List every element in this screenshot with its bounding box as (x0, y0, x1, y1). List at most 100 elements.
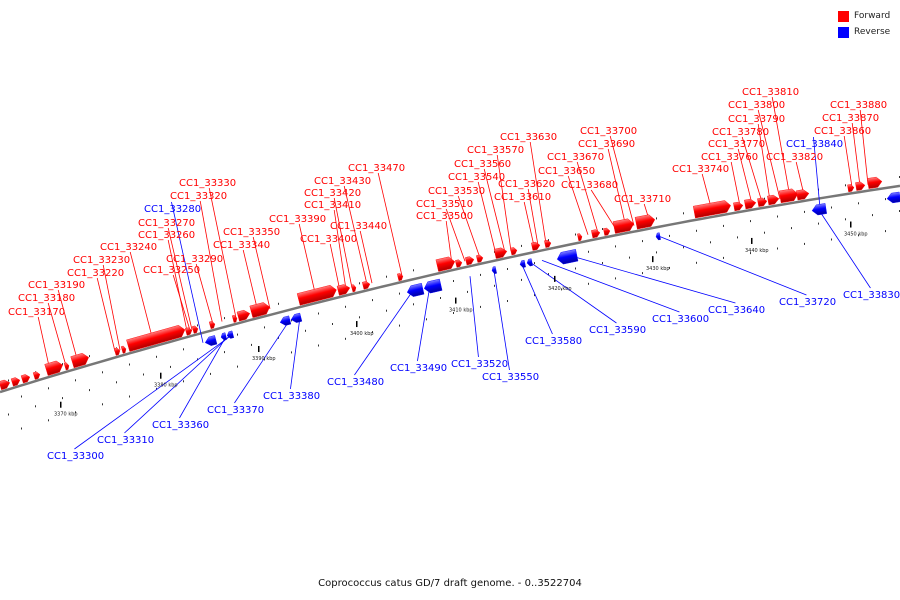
gene-label[interactable]: CC1_33290 (166, 254, 223, 265)
reverse-gene-arrow[interactable] (423, 278, 443, 294)
forward-gene-arrow[interactable] (336, 283, 351, 296)
forward-gene-arrow[interactable] (120, 345, 127, 354)
gene-label[interactable]: CC1_33860 (814, 126, 871, 137)
gene-label[interactable]: CC1_33540 (448, 172, 505, 183)
gene-label[interactable]: CC1_33830 (843, 290, 900, 301)
gene-label[interactable]: CC1_33570 (467, 145, 524, 156)
gene-label[interactable]: CC1_33510 (416, 199, 473, 210)
gene-label[interactable]: CC1_33820 (766, 152, 823, 163)
forward-gene-arrow[interactable] (778, 188, 799, 204)
forward-gene-arrow[interactable] (296, 284, 338, 306)
forward-gene-arrow[interactable] (113, 347, 121, 356)
gene-label[interactable]: CC1_33280 (144, 204, 201, 215)
forward-gene-arrow[interactable] (612, 218, 635, 234)
gene-label[interactable]: CC1_33250 (143, 265, 200, 276)
gene-label[interactable]: CC1_33640 (708, 305, 765, 316)
forward-gene-arrow[interactable] (63, 362, 70, 371)
forward-gene-arrow[interactable] (236, 309, 251, 322)
gene-label[interactable]: CC1_33220 (67, 268, 124, 279)
forward-gene-arrow[interactable] (476, 254, 484, 263)
gene-label[interactable]: CC1_33240 (100, 242, 157, 253)
reverse-gene-arrow[interactable] (519, 259, 526, 268)
gene-label[interactable]: CC1_33690 (578, 139, 635, 150)
gene-label[interactable]: CC1_33480 (327, 377, 384, 388)
forward-gene-arrow[interactable] (591, 229, 601, 239)
forward-gene-arrow[interactable] (744, 198, 757, 210)
forward-gene-arrow[interactable] (577, 233, 583, 242)
gene-label[interactable]: CC1_33550 (482, 372, 539, 383)
forward-gene-arrow[interactable] (435, 256, 456, 272)
gene-label[interactable]: CC1_33800 (728, 100, 785, 111)
forward-gene-arrow[interactable] (44, 359, 65, 376)
forward-gene-arrow[interactable] (867, 176, 883, 189)
gene-label[interactable]: CC1_33350 (223, 227, 280, 238)
gene-label[interactable]: CC1_33760 (701, 152, 758, 163)
forward-gene-arrow[interactable] (362, 281, 371, 290)
reverse-gene-arrow[interactable] (290, 312, 303, 324)
gene-label[interactable]: CC1_33310 (97, 435, 154, 446)
gene-label[interactable]: CC1_33340 (213, 240, 270, 251)
forward-gene-arrow[interactable] (249, 301, 271, 318)
gene-label[interactable]: CC1_33420 (304, 188, 361, 199)
forward-gene-arrow[interactable] (397, 273, 404, 282)
forward-gene-arrow[interactable] (733, 201, 744, 212)
gene-label[interactable]: CC1_33530 (428, 186, 485, 197)
gene-label[interactable]: CC1_33470 (348, 163, 405, 174)
forward-gene-arrow[interactable] (350, 284, 357, 293)
gene-label[interactable]: CC1_33590 (589, 325, 646, 336)
gene-label[interactable]: CC1_33840 (786, 139, 843, 150)
gene-label[interactable]: CC1_33650 (538, 166, 595, 177)
forward-gene-arrow[interactable] (767, 194, 780, 206)
gene-label[interactable]: CC1_33560 (454, 159, 511, 170)
forward-gene-arrow[interactable] (70, 352, 91, 369)
forward-gene-arrow[interactable] (510, 247, 518, 256)
gene-label[interactable]: CC1_33580 (525, 336, 582, 347)
gene-label[interactable]: CC1_33600 (652, 314, 709, 325)
gene-label[interactable]: CC1_33770 (708, 139, 765, 150)
gene-label[interactable]: CC1_33870 (822, 113, 879, 124)
gene-label[interactable]: CC1_33410 (304, 200, 361, 211)
gene-label[interactable]: CC1_33400 (300, 234, 357, 245)
gene-label[interactable]: CC1_33320 (170, 191, 227, 202)
gene-label[interactable]: CC1_33380 (263, 391, 320, 402)
forward-gene-arrow[interactable] (455, 259, 463, 268)
forward-gene-arrow[interactable] (32, 371, 41, 380)
reverse-gene-arrow[interactable] (655, 232, 661, 241)
reverse-gene-arrow[interactable] (886, 191, 900, 204)
gene-label[interactable]: CC1_33260 (138, 230, 195, 241)
gene-label[interactable]: CC1_33880 (830, 100, 887, 111)
gene-label[interactable]: CC1_33620 (498, 179, 555, 190)
forward-gene-arrow[interactable] (126, 324, 186, 352)
forward-gene-arrow[interactable] (855, 181, 866, 191)
gene-label[interactable]: CC1_33390 (269, 214, 326, 225)
forward-gene-arrow[interactable] (603, 227, 611, 236)
gene-label[interactable]: CC1_33810 (742, 87, 799, 98)
forward-gene-arrow[interactable] (531, 241, 541, 251)
forward-gene-arrow[interactable] (544, 239, 552, 248)
gene-label[interactable]: CC1_33270 (138, 218, 195, 229)
reverse-gene-arrow[interactable] (811, 203, 827, 216)
reverse-gene-arrow[interactable] (526, 258, 533, 267)
gene-label[interactable]: CC1_33170 (8, 307, 65, 318)
reverse-gene-arrow[interactable] (226, 330, 235, 339)
reverse-gene-arrow[interactable] (406, 282, 425, 298)
forward-gene-arrow[interactable] (20, 373, 31, 384)
forward-gene-arrow[interactable] (0, 379, 11, 390)
reverse-gene-arrow[interactable] (220, 332, 228, 341)
gene-label[interactable]: CC1_33430 (314, 176, 371, 187)
gene-label[interactable]: CC1_33230 (73, 255, 130, 266)
forward-gene-arrow[interactable] (191, 325, 199, 334)
forward-gene-arrow[interactable] (231, 314, 238, 323)
gene-label[interactable]: CC1_33710 (614, 194, 671, 205)
gene-label[interactable]: CC1_33680 (561, 180, 618, 191)
reverse-gene-arrow[interactable] (491, 266, 497, 274)
forward-gene-arrow[interactable] (757, 197, 768, 207)
gene-label[interactable]: CC1_33670 (547, 152, 604, 163)
gene-label[interactable]: CC1_33440 (330, 221, 387, 232)
gene-label[interactable]: CC1_33630 (500, 132, 557, 143)
gene-label[interactable]: CC1_33360 (152, 420, 209, 431)
gene-label[interactable]: CC1_33610 (494, 192, 551, 203)
gene-label[interactable]: CC1_33520 (451, 359, 508, 370)
gene-label[interactable]: CC1_33370 (207, 405, 264, 416)
forward-gene-arrow[interactable] (10, 376, 21, 387)
